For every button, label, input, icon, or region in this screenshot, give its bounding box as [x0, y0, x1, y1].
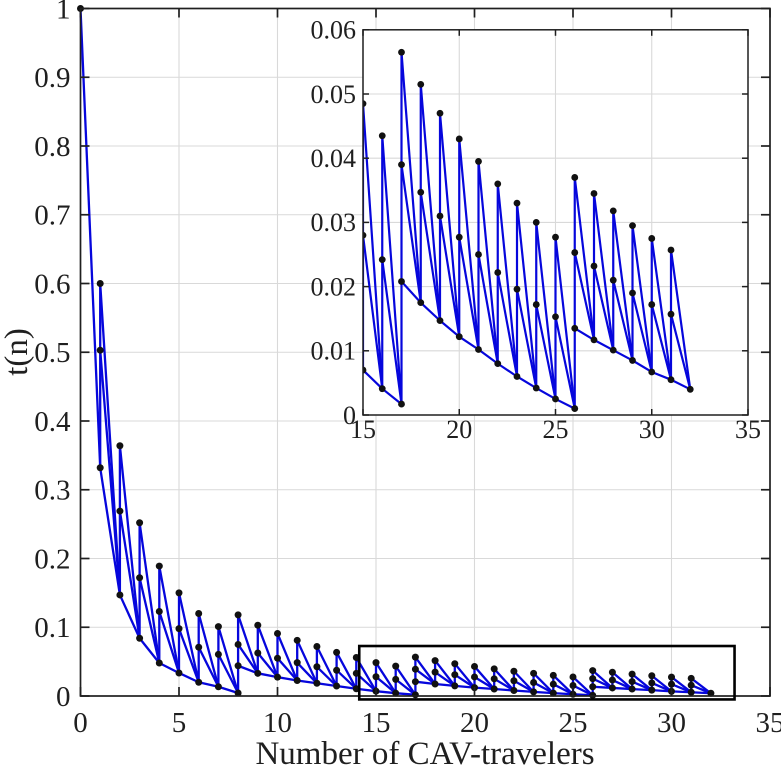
y-tick-label: 0.4: [34, 406, 71, 438]
y-axis-label: t(n): [0, 328, 35, 376]
x-axis-label: Number of CAV-travelers: [255, 736, 594, 770]
x-tick-labels: 15 20 25 30 35: [350, 415, 761, 444]
x-tick-label: 25: [559, 707, 588, 739]
y-tick-label: 0.2: [34, 543, 70, 575]
x-tick-labels: 0 5 10 15 20 25 30 35: [73, 707, 781, 739]
y-tick-label: 0.8: [34, 131, 70, 163]
x-tick-label: 10: [263, 707, 292, 739]
y-tick-label: 0.06: [311, 16, 357, 45]
y-tick-label: 0.5: [34, 337, 70, 369]
x-tick-label: 20: [446, 415, 472, 444]
y-tick-label: 0.05: [311, 80, 357, 109]
y-tick-label: 0.7: [34, 200, 70, 232]
x-tick-label: 5: [172, 707, 187, 739]
data-markers: [77, 5, 715, 699]
y-tick-label: 0.1: [34, 612, 70, 644]
y-tick-label: 0: [56, 681, 71, 713]
x-tick-label: 25: [543, 415, 569, 444]
x-tick-label: 20: [460, 707, 489, 739]
tick-marks: [362, 29, 749, 416]
zoom-region-rectangle: [357, 644, 736, 701]
data-markers: [363, 48, 694, 412]
y-tick-labels: 0 0.1 0.2 0.3 0.4 0.5 0.6 0.7 0.8 0.9 1: [34, 0, 71, 713]
y-tick-label: 0.01: [311, 337, 357, 366]
y-tick-label: 0.3: [34, 475, 70, 507]
y-tick-label: 0: [343, 401, 356, 430]
x-tick-label: 15: [350, 415, 376, 444]
y-tick-labels: 0 0.01 0.02 0.03 0.04 0.05 0.06: [311, 16, 357, 430]
y-tick-label: 1: [56, 0, 71, 25]
y-tick-label: 0.03: [311, 208, 357, 237]
y-tick-label: 0.02: [311, 272, 357, 301]
x-tick-label: 30: [639, 415, 665, 444]
tick-marks: [79, 7, 771, 697]
x-tick-label: 35: [756, 707, 781, 739]
zoom-annotation-layer: [357, 644, 736, 701]
inset-axes: 15 20 25 30 35 0 0.01 0.02 0.03 0.04 0.05 0.06: [311, 16, 762, 444]
x-tick-label: 30: [657, 707, 686, 739]
series-group: [77, 5, 715, 699]
y-tick-label: 0.6: [34, 268, 70, 300]
series-group: [363, 48, 694, 412]
y-tick-label: 0.04: [311, 144, 357, 173]
y-tick-label: 0.9: [34, 62, 70, 94]
x-tick-label: 0: [73, 707, 88, 739]
x-tick-label: 15: [362, 707, 391, 739]
x-tick-label: 35: [735, 415, 761, 444]
